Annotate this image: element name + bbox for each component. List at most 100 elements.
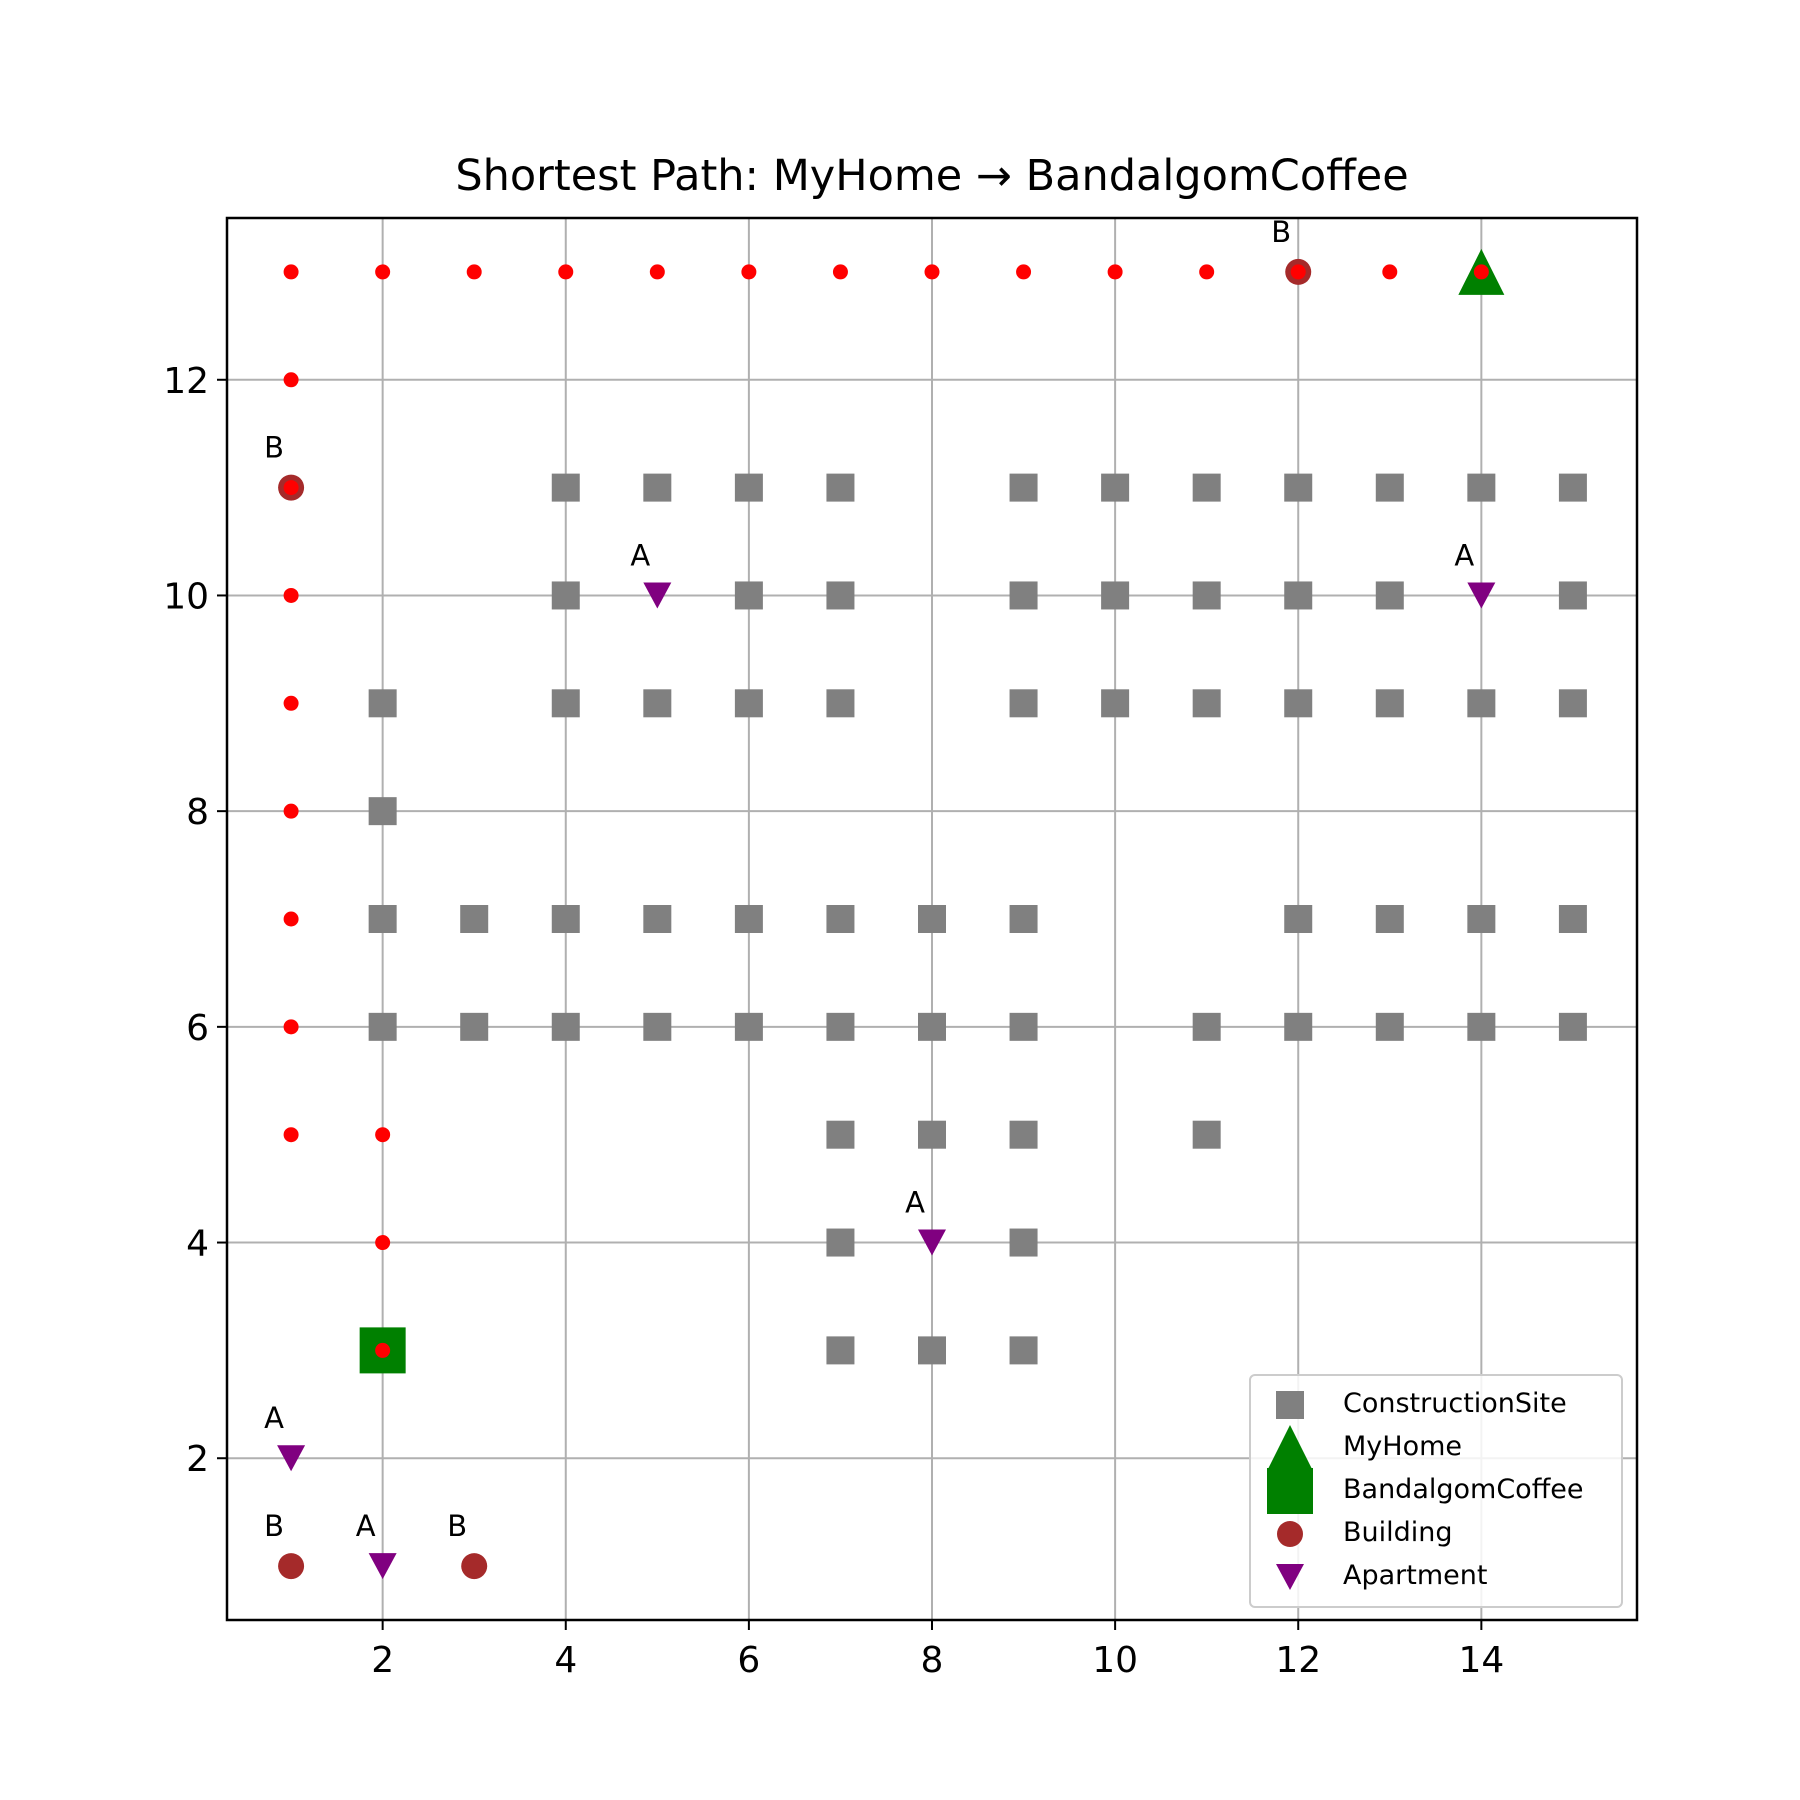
constructionsite-marker (826, 581, 855, 610)
constructionsite-marker (1009, 1228, 1038, 1257)
x-tick-label: 14 (1458, 1640, 1504, 1681)
constructionsite-marker (826, 1228, 855, 1257)
constructionsite-marker (1375, 473, 1404, 502)
constructionsite-marker (734, 581, 763, 610)
shortest-path-layer (283, 264, 1489, 1358)
y-tick-label: 2 (186, 1439, 209, 1480)
x-tick-label: 10 (1092, 1640, 1138, 1681)
x-tick-label: 4 (554, 1640, 577, 1681)
legend-building-marker (1277, 1521, 1303, 1547)
apartment-point-label: A (1454, 538, 1474, 572)
path-dot (558, 264, 574, 280)
y-tick-label: 4 (186, 1224, 209, 1265)
path-dot (1199, 264, 1215, 280)
constructionsite-marker (368, 1012, 397, 1041)
path-dot (283, 1019, 299, 1035)
constructionsite-marker (734, 689, 763, 718)
y-tick-label: 10 (163, 576, 209, 617)
constructionsite-marker (1009, 1336, 1038, 1365)
constructionsite-marker (1467, 473, 1496, 502)
constructionsite-marker (1467, 689, 1496, 718)
legend: ConstructionSite MyHome BandalgomCoffee Bui… (1249, 1374, 1623, 1608)
path-dot (1382, 264, 1398, 280)
legend-box (1249, 1374, 1623, 1608)
point-labels-layer: B B B B A A A A A (264, 215, 1474, 1543)
apartment-point-label: A (356, 1509, 376, 1543)
constructionsite-marker (1284, 473, 1313, 502)
path-dot (466, 264, 482, 280)
constructionsite-marker (1101, 689, 1130, 718)
constructionsite-marker (1192, 473, 1221, 502)
constructionsite-marker (1192, 1120, 1221, 1149)
constructionsite-marker (1375, 689, 1404, 718)
constructionsite-marker (643, 473, 672, 502)
path-dot (1107, 264, 1123, 280)
constructionsite-marker (551, 581, 580, 610)
constructionsite-marker (1192, 689, 1221, 718)
x-tick-label: 8 (921, 1640, 944, 1681)
constructionsite-marker (1375, 905, 1404, 933)
path-dot (283, 372, 299, 388)
apartment-marker (368, 1553, 397, 1580)
constructionsite-marker (1558, 581, 1587, 610)
path-dot (283, 480, 299, 496)
constructionsite-marker (551, 689, 580, 718)
apartment-point-label: A (264, 1401, 284, 1435)
legend-building-label: Building (1343, 1517, 1453, 1548)
constructionsite-marker (551, 473, 580, 502)
axis-ticks: 2 4 6 8 10 12 14 2 4 6 8 10 12 (163, 361, 1504, 1681)
path-dot (1290, 264, 1306, 280)
constructionsite-marker (1009, 581, 1038, 610)
constructionsite-marker (918, 1012, 946, 1041)
constructionsite-marker (1284, 689, 1313, 718)
building-point-label: B (264, 431, 284, 465)
constructionsite-marker (1284, 1012, 1313, 1041)
path-dot (283, 1127, 299, 1143)
path-dot (832, 264, 848, 280)
legend-apartment-label: Apartment (1343, 1560, 1487, 1591)
building-marker (278, 1553, 305, 1580)
apartment-point-label: A (630, 538, 650, 572)
constructionsite-marker (734, 905, 763, 933)
path-dot (1473, 264, 1489, 280)
constructionsite-marker (826, 1012, 855, 1041)
constructionsite-marker (918, 905, 946, 933)
constructionsite-marker (643, 689, 672, 718)
constructionsite-marker (551, 1012, 580, 1041)
constructionsite-marker (1284, 905, 1313, 933)
legend-myhome-marker (1267, 1425, 1313, 1471)
path-dot (649, 264, 665, 280)
building-point-label: B (1271, 215, 1291, 249)
chart-title: Shortest Path: MyHome → BandalgomCoffee (455, 151, 1408, 201)
constructionsite-marker (1375, 1012, 1404, 1041)
path-dot (375, 1342, 391, 1358)
constructionsite-marker (1009, 1012, 1038, 1041)
path-dot (375, 1235, 391, 1251)
constructionsite-marker (1009, 689, 1038, 718)
constructionsite-marker (643, 905, 672, 933)
path-dot (283, 803, 299, 819)
apartment-point-label: A (905, 1186, 925, 1220)
constructionsite-marker (460, 1012, 489, 1041)
constructionsite-marker (643, 1012, 672, 1041)
legend-apartment-marker (1276, 1564, 1304, 1590)
legend-constructionsite-marker (1276, 1391, 1304, 1419)
constructionsite-marker (1375, 581, 1404, 610)
path-dot (1016, 264, 1032, 280)
constructionsite-marker (918, 1120, 946, 1149)
constructionsite-marker (1192, 581, 1221, 610)
building-marker (461, 1553, 488, 1580)
constructionsite-marker (551, 905, 580, 933)
constructionsite-marker (734, 1012, 763, 1041)
constructionsite-marker (826, 1336, 855, 1365)
constructionsite-marker (826, 689, 855, 718)
apartment-marker (918, 1229, 946, 1256)
constructionsite-marker (826, 1120, 855, 1149)
apartment-marker (643, 582, 672, 609)
building-point-label: B (447, 1509, 467, 1543)
path-dot (375, 264, 391, 280)
legend-bandalgomcoffee-label: BandalgomCoffee (1343, 1474, 1584, 1505)
constructionsite-marker (368, 905, 397, 933)
constructionsite-marker (1467, 905, 1496, 933)
constructionsite-marker (1101, 473, 1130, 502)
